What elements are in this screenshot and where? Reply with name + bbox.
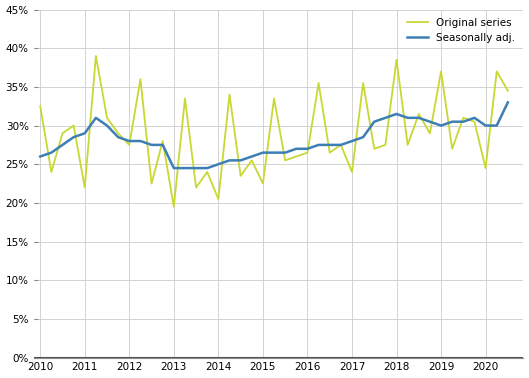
Original series <box>260 181 266 186</box>
Original series <box>438 69 444 74</box>
Seasonally adj. <box>326 143 333 147</box>
Line: Original series: Original series <box>40 56 508 207</box>
Seasonally adj. <box>315 143 322 147</box>
Seasonally adj. <box>271 150 277 155</box>
Seasonally adj. <box>171 166 177 170</box>
Seasonally adj. <box>382 116 389 120</box>
Original series <box>226 92 233 97</box>
Seasonally adj. <box>104 123 110 128</box>
Original series <box>160 139 166 143</box>
Original series <box>494 69 500 74</box>
Original series <box>193 185 199 190</box>
Original series <box>215 197 222 201</box>
Seasonally adj. <box>193 166 199 170</box>
Original series <box>416 112 422 116</box>
Seasonally adj. <box>226 158 233 163</box>
Seasonally adj. <box>360 135 366 139</box>
Original series <box>93 54 99 58</box>
Original series <box>104 116 110 120</box>
Original series <box>449 147 455 151</box>
Legend: Original series, Seasonally adj.: Original series, Seasonally adj. <box>404 15 518 46</box>
Seasonally adj. <box>505 100 511 105</box>
Seasonally adj. <box>371 119 377 124</box>
Seasonally adj. <box>427 119 433 124</box>
Seasonally adj. <box>160 143 166 147</box>
Original series <box>382 143 389 147</box>
Original series <box>338 143 344 147</box>
Original series <box>59 131 66 136</box>
Seasonally adj. <box>293 147 299 151</box>
Line: Seasonally adj.: Seasonally adj. <box>40 102 508 168</box>
Original series <box>70 123 77 128</box>
Seasonally adj. <box>405 116 411 120</box>
Original series <box>315 81 322 85</box>
Seasonally adj. <box>81 131 88 136</box>
Seasonally adj. <box>59 143 66 147</box>
Original series <box>427 131 433 136</box>
Original series <box>405 143 411 147</box>
Seasonally adj. <box>126 139 132 143</box>
Original series <box>360 81 366 85</box>
Original series <box>394 57 400 62</box>
Seasonally adj. <box>238 158 244 163</box>
Seasonally adj. <box>249 154 255 159</box>
Seasonally adj. <box>215 162 222 166</box>
Original series <box>326 150 333 155</box>
Seasonally adj. <box>260 150 266 155</box>
Original series <box>182 96 188 101</box>
Original series <box>48 170 54 174</box>
Seasonally adj. <box>416 116 422 120</box>
Original series <box>81 185 88 190</box>
Seasonally adj. <box>460 119 467 124</box>
Seasonally adj. <box>494 123 500 128</box>
Original series <box>460 116 467 120</box>
Original series <box>204 170 211 174</box>
Original series <box>238 174 244 178</box>
Original series <box>149 181 155 186</box>
Seasonally adj. <box>37 154 43 159</box>
Seasonally adj. <box>204 166 211 170</box>
Original series <box>249 158 255 163</box>
Seasonally adj. <box>471 116 478 120</box>
Original series <box>505 88 511 93</box>
Seasonally adj. <box>182 166 188 170</box>
Seasonally adj. <box>438 123 444 128</box>
Seasonally adj. <box>282 150 288 155</box>
Seasonally adj. <box>149 143 155 147</box>
Seasonally adj. <box>449 119 455 124</box>
Original series <box>171 204 177 209</box>
Original series <box>349 170 355 174</box>
Seasonally adj. <box>349 139 355 143</box>
Original series <box>126 143 132 147</box>
Original series <box>304 150 311 155</box>
Seasonally adj. <box>338 143 344 147</box>
Original series <box>371 147 377 151</box>
Original series <box>293 154 299 159</box>
Seasonally adj. <box>115 135 121 139</box>
Seasonally adj. <box>93 116 99 120</box>
Seasonally adj. <box>48 150 54 155</box>
Seasonally adj. <box>137 139 143 143</box>
Seasonally adj. <box>394 112 400 116</box>
Original series <box>471 119 478 124</box>
Original series <box>115 131 121 136</box>
Original series <box>482 166 489 170</box>
Original series <box>271 96 277 101</box>
Original series <box>37 104 43 108</box>
Seasonally adj. <box>70 135 77 139</box>
Seasonally adj. <box>482 123 489 128</box>
Original series <box>137 77 143 81</box>
Seasonally adj. <box>304 147 311 151</box>
Original series <box>282 158 288 163</box>
